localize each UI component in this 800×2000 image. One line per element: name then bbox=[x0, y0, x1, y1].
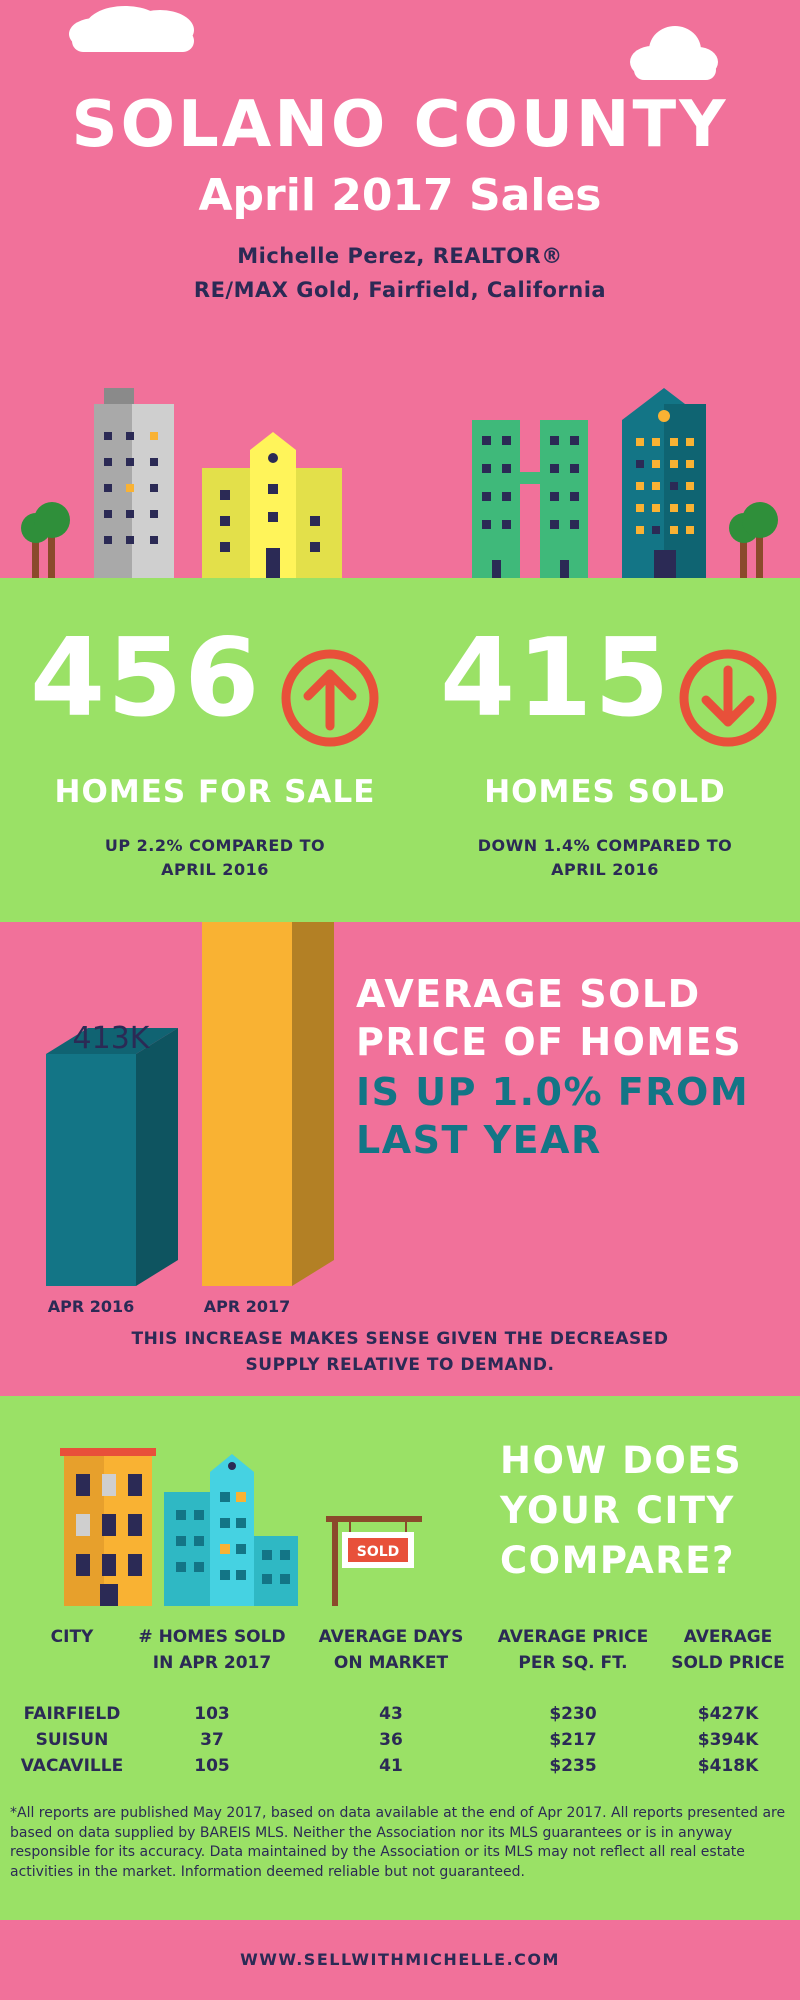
homes-sold-change: DOWN 1.4% COMPARED TO APRIL 2016 bbox=[477, 836, 733, 879]
homes-for-sale-change: UP 2.2% COMPARED TO APRIL 2016 bbox=[104, 836, 326, 879]
column-header-city: CITY bbox=[50, 1627, 94, 1647]
inventory-stats-section: 456 HOMES FOR SALE UP 2.2% COMPARED TO A… bbox=[0, 578, 800, 922]
bar-category-label: APR 2017 bbox=[204, 1297, 291, 1316]
sold-sign-text: SOLD bbox=[357, 1544, 400, 1560]
bar-value-label: 413K bbox=[73, 1021, 151, 1056]
homes-for-sale-label: HOMES FOR SALE bbox=[54, 774, 376, 810]
agent-name: Michelle Perez, REALTOR® bbox=[237, 244, 563, 268]
tree-icon bbox=[729, 502, 778, 578]
table-cell-days: 36 bbox=[379, 1730, 403, 1750]
tree-icon bbox=[21, 502, 70, 578]
grey-building-icon bbox=[94, 388, 174, 578]
cloud-icon bbox=[630, 26, 718, 80]
homes-sold-value: 415 bbox=[440, 616, 672, 741]
cyan-building-icon bbox=[164, 1454, 298, 1606]
table-cell-price-sqft: $217 bbox=[549, 1730, 597, 1750]
arrow-up-circle-icon bbox=[281, 649, 379, 747]
city-buildings-illustration: SOLD bbox=[60, 1448, 422, 1606]
table-cell-days: 41 bbox=[379, 1756, 403, 1776]
page-subtitle: April 2017 Sales bbox=[198, 170, 602, 221]
table-cell-sold-price: $427K bbox=[697, 1704, 759, 1724]
table-cell-city: FAIRFIELD bbox=[23, 1704, 121, 1724]
column-header-days-on-market: AVERAGE DAYS ON MARKET bbox=[318, 1627, 464, 1673]
website-link[interactable]: WWW.SELLWITHMICHELLE.COM bbox=[240, 1950, 560, 1969]
table-cell-homes-sold: 103 bbox=[194, 1704, 230, 1724]
table-cell-homes-sold: 37 bbox=[200, 1730, 224, 1750]
cloud-icons bbox=[69, 6, 718, 80]
bar-top bbox=[46, 1028, 178, 1054]
orange-building-icon bbox=[60, 1448, 156, 1606]
city-compare-heading: HOW DOES YOUR CITY COMPARE? bbox=[500, 1439, 743, 1582]
homes-sold-label: HOMES SOLD bbox=[484, 774, 726, 810]
table-cell-sold-price: $394K bbox=[697, 1730, 759, 1750]
table-cell-price-sqft: $235 bbox=[549, 1756, 597, 1776]
arrow-down-circle-icon bbox=[679, 649, 777, 747]
table-cell-price-sqft: $230 bbox=[549, 1704, 597, 1724]
price-headline: AVERAGE SOLD PRICE OF HOMES bbox=[356, 972, 743, 1064]
column-header-average-sold-price: AVERAGE SOLD PRICE bbox=[671, 1627, 785, 1673]
header-section: SOLANO COUNTY April 2017 Sales Michelle … bbox=[0, 0, 800, 578]
table-cell-sold-price: $418K bbox=[697, 1756, 759, 1776]
green-building-icon bbox=[472, 420, 588, 578]
cloud-icon bbox=[69, 6, 194, 52]
teal-building-icon bbox=[622, 388, 706, 578]
bar-apr-2016 bbox=[46, 1054, 136, 1286]
column-header-price-per-sqft: AVERAGE PRICE PER SQ. FT. bbox=[497, 1627, 649, 1673]
table-cell-city: SUISUN bbox=[35, 1730, 109, 1750]
city-skyline-illustration bbox=[21, 388, 778, 578]
page-title: SOLANO COUNTY bbox=[71, 88, 729, 162]
homes-for-sale-value: 456 bbox=[30, 616, 262, 741]
table-cell-homes-sold: 105 bbox=[194, 1756, 230, 1776]
bar-side bbox=[292, 922, 334, 1286]
city-comparison-section: SOLD HOW DOES YOUR CITY COMPARE? CITY # … bbox=[0, 1396, 800, 1920]
data-disclaimer: *All reports are published May 2017, bas… bbox=[10, 1805, 786, 1880]
price-highlight: IS UP 1.0% FROM LAST YEAR bbox=[356, 1070, 750, 1162]
yellow-building-icon bbox=[202, 432, 342, 578]
brokerage-name: RE/MAX Gold, Fairfield, California bbox=[193, 278, 607, 302]
bar-category-label: APR 2016 bbox=[48, 1297, 135, 1316]
bar-side bbox=[136, 1028, 178, 1286]
bar-apr-2017 bbox=[202, 922, 292, 1286]
price-explanation: THIS INCREASE MAKES SENSE GIVEN THE DECR… bbox=[131, 1329, 669, 1375]
column-header-homes-sold: # HOMES SOLD IN APR 2017 bbox=[138, 1627, 286, 1673]
sold-sign-icon: SOLD bbox=[326, 1516, 422, 1606]
table-cell-days: 43 bbox=[379, 1704, 403, 1724]
footer: WWW.SELLWITHMICHELLE.COM bbox=[0, 1920, 800, 2000]
table-cell-city: VACAVILLE bbox=[20, 1756, 124, 1776]
